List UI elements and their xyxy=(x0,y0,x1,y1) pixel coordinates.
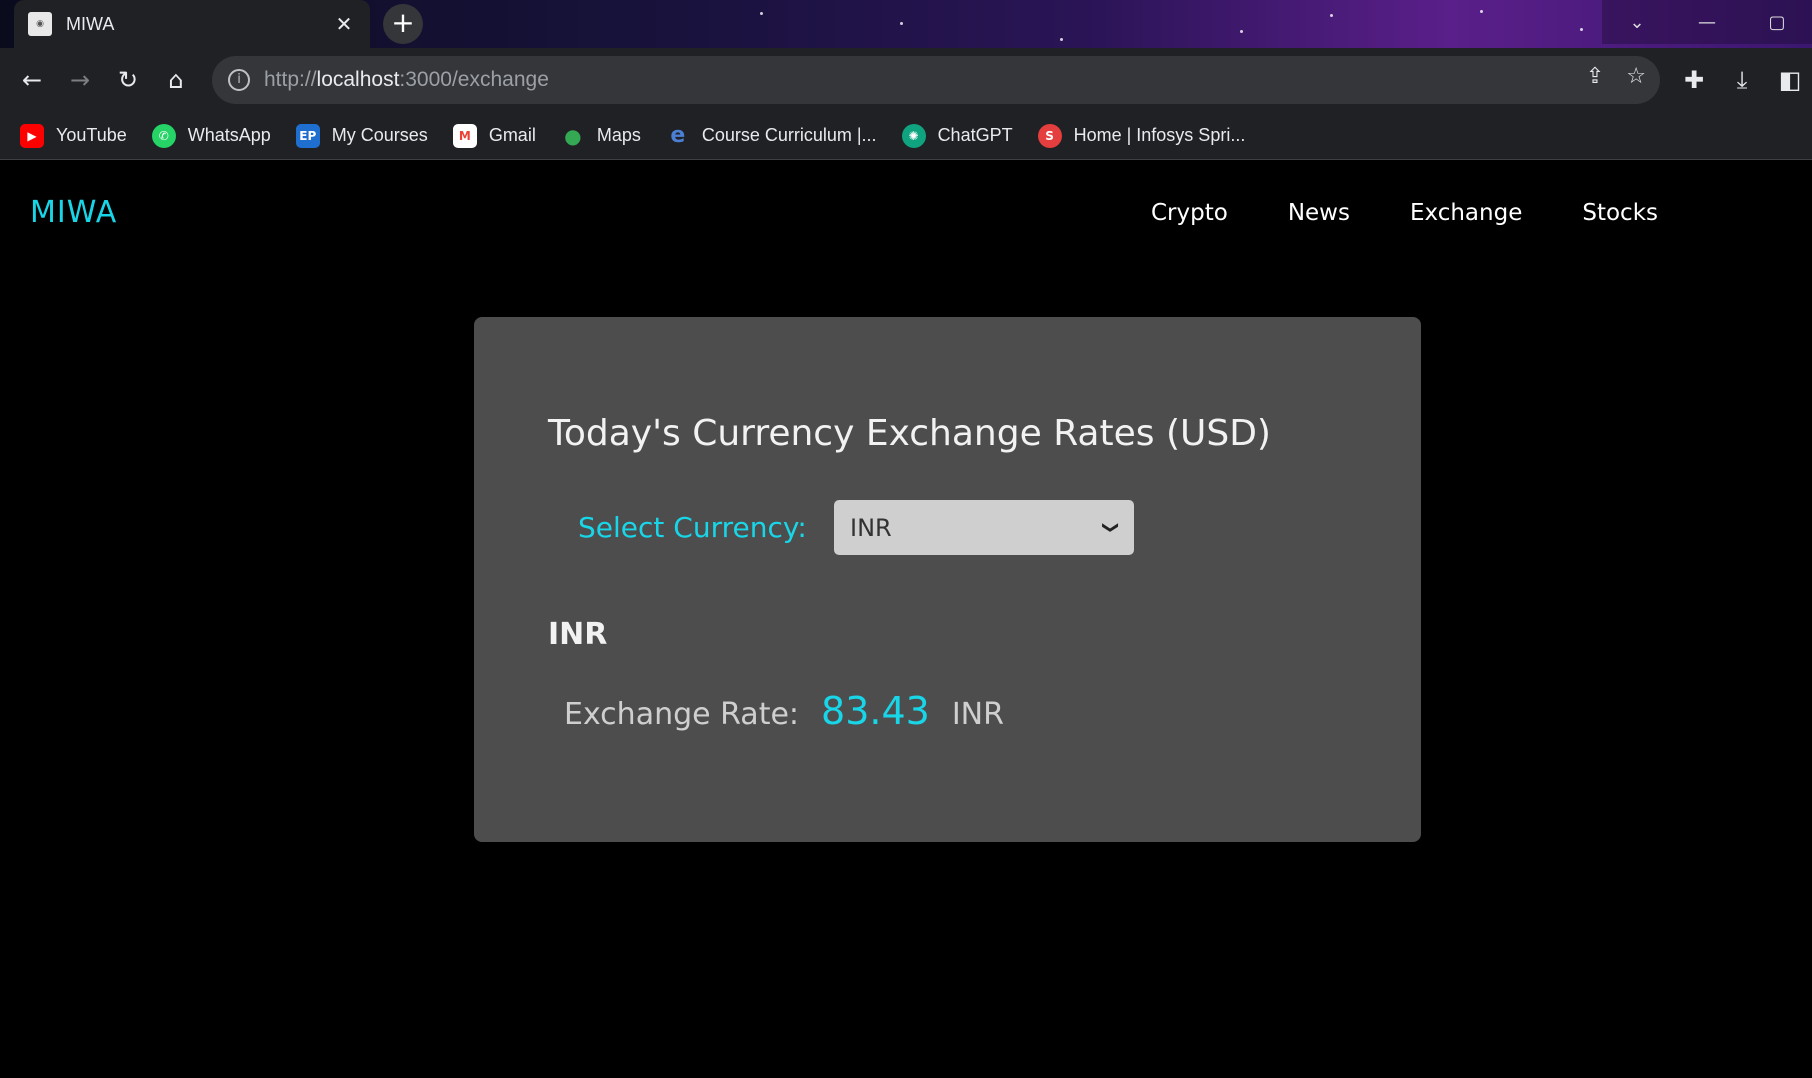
bookmark-label: WhatsApp xyxy=(187,125,271,145)
bookmark-infosys[interactable]: S Home | Infosys Spri... xyxy=(1037,123,1246,148)
chevron-down-icon: ❯ xyxy=(1101,520,1121,535)
bookmark-course-curriculum[interactable]: e Course Curriculum |... xyxy=(666,123,877,148)
exchange-rate-unit: INR xyxy=(951,697,1004,732)
minimize-icon[interactable]: — xyxy=(1672,0,1742,44)
bookmark-label: YouTube xyxy=(56,125,127,145)
whatsapp-icon: ✆ xyxy=(151,123,176,148)
tab-title: MIWA xyxy=(66,13,115,34)
infosys-icon: S xyxy=(1037,123,1062,148)
bookmark-star-icon[interactable]: ☆ xyxy=(1626,64,1646,89)
currency-heading: INR xyxy=(548,617,608,652)
bookmark-gmail[interactable]: M Gmail xyxy=(452,123,536,148)
browser-tab[interactable]: ◉ MIWA ✕ xyxy=(14,0,370,48)
bookmark-label: My Courses xyxy=(331,125,428,145)
window-controls: ⌄ — ▢ xyxy=(1602,0,1812,44)
bookmark-maps[interactable]: ● Maps xyxy=(561,124,641,148)
nav-link-news[interactable]: News xyxy=(1287,200,1350,226)
url-scheme: http:// xyxy=(264,68,317,91)
bookmark-label: Gmail xyxy=(488,125,536,145)
nav-link-stocks[interactable]: Stocks xyxy=(1582,200,1658,226)
reload-icon[interactable]: ↻ xyxy=(117,66,139,94)
browser-toolbar: ← → ↻ ⌂ i http://localhost:3000/exchange… xyxy=(0,48,1812,112)
share-icon[interactable]: ⇪ xyxy=(1585,64,1605,89)
app-logo[interactable]: MIWA xyxy=(30,195,118,230)
extensions-puzzle-icon[interactable]: ✚ xyxy=(1683,66,1705,94)
chatgpt-icon: ✺ xyxy=(901,123,926,148)
tab-search-chevron-icon[interactable]: ⌄ xyxy=(1602,0,1672,44)
new-tab-button[interactable]: + xyxy=(383,4,423,44)
nav-links: Crypto News Exchange Stocks xyxy=(1151,200,1658,226)
address-bar[interactable]: i http://localhost:3000/exchange ⇪ ☆ xyxy=(212,56,1660,104)
nav-link-crypto[interactable]: Crypto xyxy=(1150,200,1228,226)
gmail-icon: M xyxy=(452,123,477,148)
bookmark-my-courses[interactable]: EP My Courses xyxy=(295,123,428,148)
exchange-rate-label: Exchange Rate: xyxy=(564,697,800,732)
omnibox-actions: ⇪ ☆ xyxy=(1586,64,1646,89)
bookmark-label: Maps xyxy=(596,125,641,145)
bookmark-whatsapp[interactable]: ✆ WhatsApp xyxy=(151,123,271,148)
bookmark-label: Course Curriculum |... xyxy=(701,125,877,145)
home-icon[interactable]: ⌂ xyxy=(168,66,184,94)
url-host: localhost xyxy=(316,68,400,91)
navbar: MIWA Crypto News Exchange Stocks xyxy=(0,161,1812,267)
bookmark-label: ChatGPT xyxy=(937,125,1013,145)
currency-select[interactable]: INR ❯ xyxy=(834,500,1134,555)
bookmark-chatgpt[interactable]: ✺ ChatGPT xyxy=(901,123,1013,148)
maps-icon: ● xyxy=(564,123,582,148)
tab-favicon-icon: ◉ xyxy=(28,12,52,36)
currency-select-value: INR xyxy=(850,513,892,542)
courses-icon: EP xyxy=(295,123,320,148)
close-tab-icon[interactable]: ✕ xyxy=(335,12,353,36)
url-path: :3000/exchange xyxy=(399,68,549,91)
side-panel-icon[interactable]: ◧ xyxy=(1778,66,1802,94)
bookmark-label: Home | Infosys Spri... xyxy=(1073,125,1246,145)
forward-arrow-icon[interactable]: → xyxy=(69,66,91,94)
url-text: http://localhost:3000/exchange xyxy=(264,68,549,92)
select-currency-label: Select Currency: xyxy=(578,511,807,544)
exchange-rate-row: Exchange Rate: 83.43 INR xyxy=(564,689,1004,733)
bookmarks-bar: ▶ YouTube ✆ WhatsApp EP My Courses M Gma… xyxy=(0,112,1812,160)
nav-link-exchange[interactable]: Exchange xyxy=(1409,200,1523,226)
browser-tab-strip: ◉ MIWA ✕ + ⌄ — ▢ xyxy=(0,0,1812,48)
page-content: MIWA Crypto News Exchange Stocks Today's… xyxy=(0,161,1812,1078)
curriculum-icon: e xyxy=(670,123,686,148)
exchange-rate-value: 83.43 xyxy=(821,689,930,733)
download-icon[interactable]: ⤓ xyxy=(1736,66,1748,94)
youtube-icon: ▶ xyxy=(20,123,44,148)
bookmark-youtube[interactable]: ▶ YouTube xyxy=(20,123,127,148)
back-arrow-icon[interactable]: ← xyxy=(21,66,43,94)
exchange-card: Today's Currency Exchange Rates (USD) Se… xyxy=(474,317,1421,842)
maximize-icon[interactable]: ▢ xyxy=(1742,0,1812,44)
exchange-title: Today's Currency Exchange Rates (USD) xyxy=(548,413,1271,454)
site-info-icon[interactable]: i xyxy=(228,69,250,91)
